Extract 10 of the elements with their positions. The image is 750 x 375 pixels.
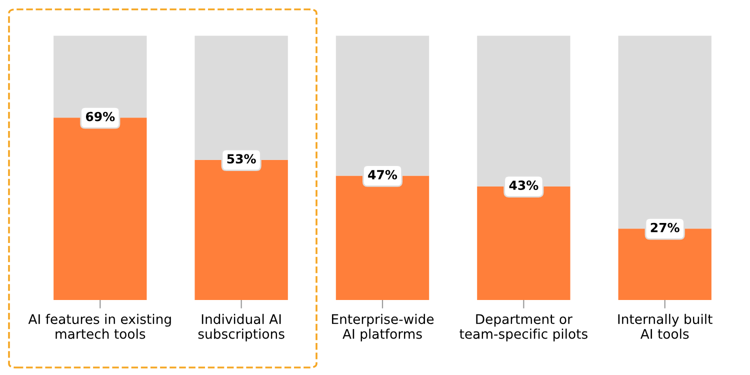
x-tick-label: Enterprise-wide AI platforms	[332, 314, 434, 342]
x-tick-label: Individual AI subscriptions	[198, 314, 284, 342]
data-label: 47%	[368, 170, 398, 180]
data-label: 69%	[86, 112, 115, 122]
data-label: 43%	[509, 180, 538, 190]
x-tick-label: AI features in existing martech tools	[28, 314, 171, 339]
data-label: 53%	[227, 154, 256, 164]
x-tick-label: Department or team-specific pilots	[460, 314, 588, 342]
data-label: 27%	[650, 222, 680, 232]
x-tick-label: Internally built AI tools	[618, 314, 712, 339]
